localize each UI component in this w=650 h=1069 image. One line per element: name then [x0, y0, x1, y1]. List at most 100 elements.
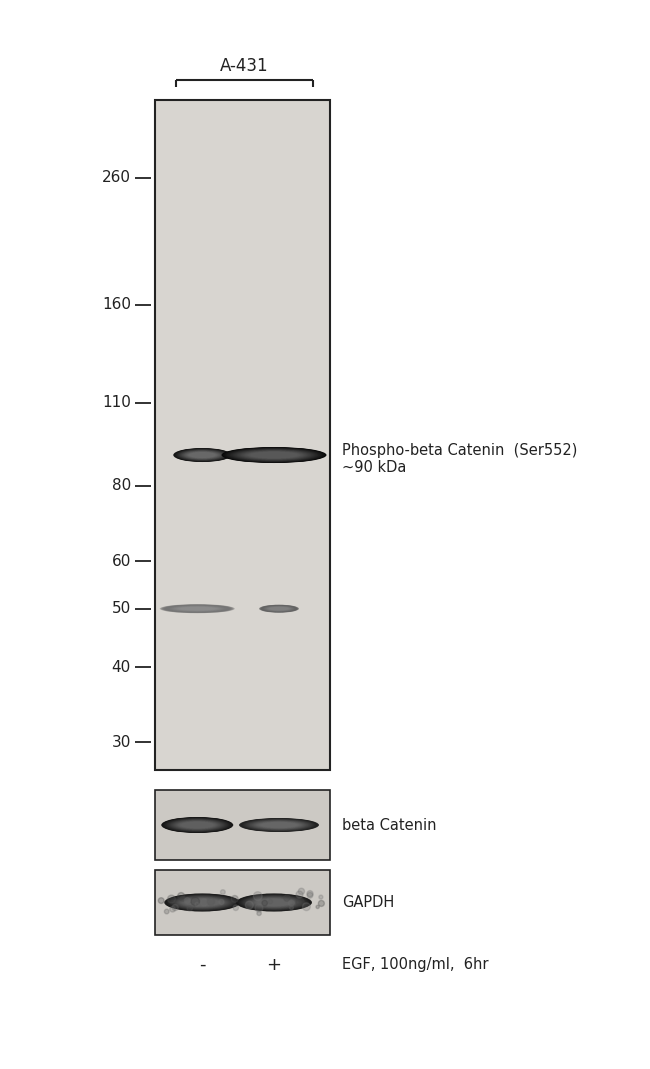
Ellipse shape	[180, 450, 224, 461]
Ellipse shape	[164, 605, 231, 613]
Ellipse shape	[261, 605, 296, 613]
Ellipse shape	[168, 895, 236, 911]
Ellipse shape	[185, 899, 219, 907]
Ellipse shape	[245, 896, 303, 910]
Text: 30: 30	[112, 734, 131, 749]
Ellipse shape	[258, 822, 300, 828]
Ellipse shape	[265, 606, 292, 611]
Circle shape	[191, 897, 200, 905]
Ellipse shape	[178, 449, 227, 461]
Ellipse shape	[174, 606, 221, 611]
Ellipse shape	[246, 451, 302, 459]
Ellipse shape	[183, 898, 222, 907]
Ellipse shape	[244, 896, 304, 910]
Ellipse shape	[242, 450, 306, 460]
Ellipse shape	[238, 450, 310, 461]
Text: 110: 110	[102, 396, 131, 410]
Ellipse shape	[180, 898, 224, 908]
Ellipse shape	[187, 451, 218, 459]
Ellipse shape	[259, 822, 299, 828]
Ellipse shape	[177, 821, 217, 830]
Ellipse shape	[264, 606, 294, 611]
Ellipse shape	[241, 819, 317, 832]
Ellipse shape	[237, 894, 311, 911]
Ellipse shape	[227, 448, 321, 462]
Ellipse shape	[174, 820, 220, 830]
Ellipse shape	[255, 821, 304, 828]
Ellipse shape	[231, 449, 317, 462]
Ellipse shape	[242, 819, 316, 832]
Ellipse shape	[237, 450, 311, 461]
Ellipse shape	[185, 451, 220, 459]
Ellipse shape	[229, 448, 318, 462]
Ellipse shape	[268, 606, 290, 610]
Ellipse shape	[166, 605, 229, 613]
Ellipse shape	[162, 605, 232, 613]
Circle shape	[296, 892, 303, 898]
Circle shape	[159, 898, 164, 903]
Circle shape	[268, 900, 272, 904]
Ellipse shape	[240, 450, 307, 460]
Ellipse shape	[247, 896, 301, 909]
Ellipse shape	[166, 605, 228, 613]
Ellipse shape	[176, 449, 228, 461]
Ellipse shape	[176, 821, 218, 830]
Ellipse shape	[248, 820, 311, 831]
Ellipse shape	[223, 447, 325, 463]
Ellipse shape	[178, 821, 216, 828]
Circle shape	[219, 899, 224, 904]
Circle shape	[296, 898, 304, 905]
Bar	[155, 790, 330, 859]
Ellipse shape	[250, 820, 309, 830]
Ellipse shape	[234, 449, 314, 461]
Ellipse shape	[257, 899, 291, 907]
Text: 260: 260	[102, 170, 131, 185]
Ellipse shape	[160, 604, 235, 614]
Circle shape	[319, 895, 323, 899]
Ellipse shape	[251, 897, 297, 908]
Ellipse shape	[250, 820, 307, 830]
Ellipse shape	[177, 449, 228, 461]
Ellipse shape	[252, 898, 296, 908]
Ellipse shape	[161, 604, 234, 613]
Text: GAPDH: GAPDH	[342, 895, 395, 910]
Ellipse shape	[235, 449, 313, 461]
Ellipse shape	[248, 451, 300, 459]
Ellipse shape	[257, 821, 301, 828]
Ellipse shape	[270, 607, 289, 610]
Ellipse shape	[183, 450, 222, 460]
Ellipse shape	[255, 821, 302, 828]
Ellipse shape	[170, 895, 234, 910]
Circle shape	[231, 896, 238, 902]
Ellipse shape	[243, 896, 305, 910]
Ellipse shape	[261, 822, 297, 827]
Ellipse shape	[171, 819, 224, 831]
Ellipse shape	[270, 607, 288, 610]
Ellipse shape	[255, 898, 293, 907]
Ellipse shape	[250, 897, 298, 908]
Ellipse shape	[168, 605, 226, 613]
Ellipse shape	[238, 894, 310, 911]
Circle shape	[168, 895, 176, 903]
Ellipse shape	[169, 819, 226, 832]
Ellipse shape	[183, 451, 222, 460]
Circle shape	[201, 899, 208, 907]
Ellipse shape	[245, 819, 313, 831]
Bar	[155, 100, 330, 770]
Ellipse shape	[254, 898, 294, 907]
Ellipse shape	[170, 605, 225, 611]
Ellipse shape	[176, 606, 218, 611]
Ellipse shape	[176, 606, 219, 611]
Text: -: -	[199, 956, 205, 974]
Ellipse shape	[263, 606, 295, 611]
Ellipse shape	[179, 897, 226, 908]
Ellipse shape	[268, 607, 289, 610]
Ellipse shape	[266, 606, 292, 611]
Ellipse shape	[172, 820, 223, 831]
Circle shape	[177, 893, 185, 899]
Ellipse shape	[261, 605, 297, 613]
Circle shape	[180, 896, 185, 901]
Ellipse shape	[169, 895, 235, 910]
Ellipse shape	[186, 451, 218, 459]
Ellipse shape	[261, 605, 298, 613]
